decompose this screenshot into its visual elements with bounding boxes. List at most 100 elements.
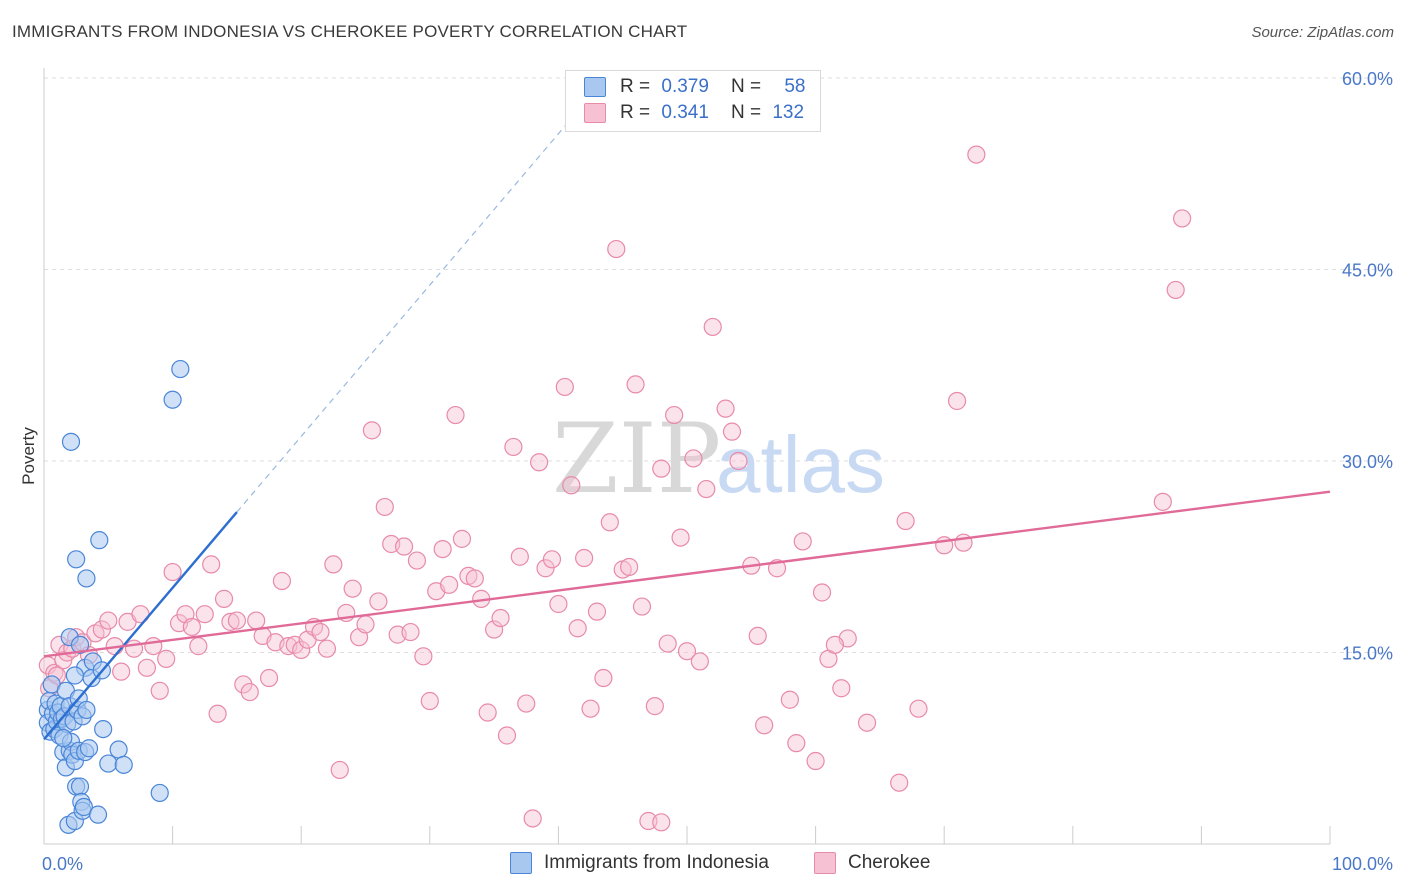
cherokee-point [414,647,433,666]
legend-swatch-blue [510,852,532,874]
cherokee-point [99,611,118,630]
cherokee-point [594,668,613,688]
cherokee-point [722,422,742,441]
trend-lines [43,103,1331,741]
cherokee-point [1166,280,1185,300]
cherokee-point [369,592,388,611]
r-label: R = [620,102,651,123]
cherokee-point [292,640,311,660]
y-tick-label: 60.0% [1342,69,1393,89]
cherokee-point [632,597,652,616]
watermark-atlas: atlas [716,420,885,509]
legend-swatch-pink [814,852,836,874]
legend-item-indonesia[interactable]: Immigrants from Indonesia [510,852,769,874]
cherokee-point [607,239,626,259]
cherokee-point [497,726,517,745]
y-tick-label: 30.0% [1342,452,1393,472]
cherokee-point [671,528,690,547]
legend-label: Immigrants from Indonesia [544,852,769,873]
tick-labels: 15.0% 30.0% 45.0% 60.0% 0.0% 100.0% [42,69,1393,874]
cherokee-point [787,734,806,753]
indonesia-point [79,739,99,758]
cherokee-point [658,634,677,653]
legend-swatch-pink [584,103,606,123]
legend-label: Cherokee [848,852,931,873]
cherokee-point [420,691,439,711]
watermark: ZIP atlas [552,403,885,515]
cherokee-point [465,569,484,588]
chart-title: IMMIGRANTS FROM INDONESIA VS CHEROKEE PO… [12,22,688,41]
series-legend: Immigrants from Indonesia Cherokee [0,852,1406,878]
cherokee-point [182,617,201,637]
cherokee-point [600,513,619,532]
legend-row-cherokee: R = 0.341 N = 132 [584,101,804,125]
correlation-legend: R = 0.379 N = 58 R = 0.341 N = 132 [565,70,821,132]
r-value: 0.341 [661,102,709,123]
indonesia-point [114,755,133,774]
n-value: 58 [784,76,806,97]
cherokee-point [652,813,671,832]
indonesia-point [74,797,93,817]
cherokee-point [542,550,562,569]
cherokee-point [1153,492,1172,511]
n-label: N = [730,76,762,97]
cherokee-point [748,626,767,646]
cherokee-point [947,391,967,411]
n-label: N = [730,102,762,123]
cherokee-point [240,682,259,702]
cherokee-point [652,459,671,478]
cherokee-point [1173,209,1192,228]
cherokee-point [517,694,536,713]
cherokee-point [356,615,375,634]
indonesia-point [90,531,109,550]
cherokee-point [485,620,504,639]
indonesia-point [99,754,118,773]
cherokee-point [157,649,176,668]
cherokee-points [38,145,1192,832]
cherokee-point [793,532,812,551]
cherokee-point [690,652,709,671]
cherokee-point [272,571,292,591]
cherokee-point [555,377,574,397]
cherokee-point [832,679,851,698]
cherokee-point [202,555,221,574]
indonesia-point [171,359,190,379]
cherokee-point [587,602,607,621]
cherokee-point [562,476,581,495]
cherokee-point [478,703,497,722]
cherokee-point [626,375,645,394]
cherokee-point [324,555,343,574]
cherokee-point [343,579,362,598]
y-axis-label: Poverty [19,427,38,485]
cherokee-point [530,453,549,472]
cherokee-point [259,668,279,688]
legend-item-cherokee[interactable]: Cherokee [814,852,930,874]
indonesia-point [70,635,90,654]
cherokee-point [967,145,986,164]
cherokee-point [112,662,131,681]
cherokee-point [221,612,240,631]
cherokee-point [195,605,214,624]
cherokee-point [124,639,144,658]
indonesia-point [67,550,86,569]
cherokee-point [189,637,208,656]
cherokee-point [504,437,523,457]
cherokee-point [227,611,246,630]
cherokee-point [806,751,825,771]
indonesia-point [70,777,90,796]
legend-row-indonesia: R = 0.379 N = 58 [584,75,805,99]
cherokee-point [163,562,182,582]
cherokee-point [536,559,555,578]
cherokee-point [581,699,600,718]
indonesia-point [77,700,96,720]
grid-lines [44,77,1392,653]
cherokee-point [677,642,697,661]
indonesia-point [88,805,108,824]
cherokee-point [703,317,722,337]
cherokee-point [909,699,928,718]
legend-swatch-blue [584,77,606,97]
cherokee-point [208,704,227,723]
cherokee-point [452,529,472,548]
cherokee-point [247,611,266,630]
